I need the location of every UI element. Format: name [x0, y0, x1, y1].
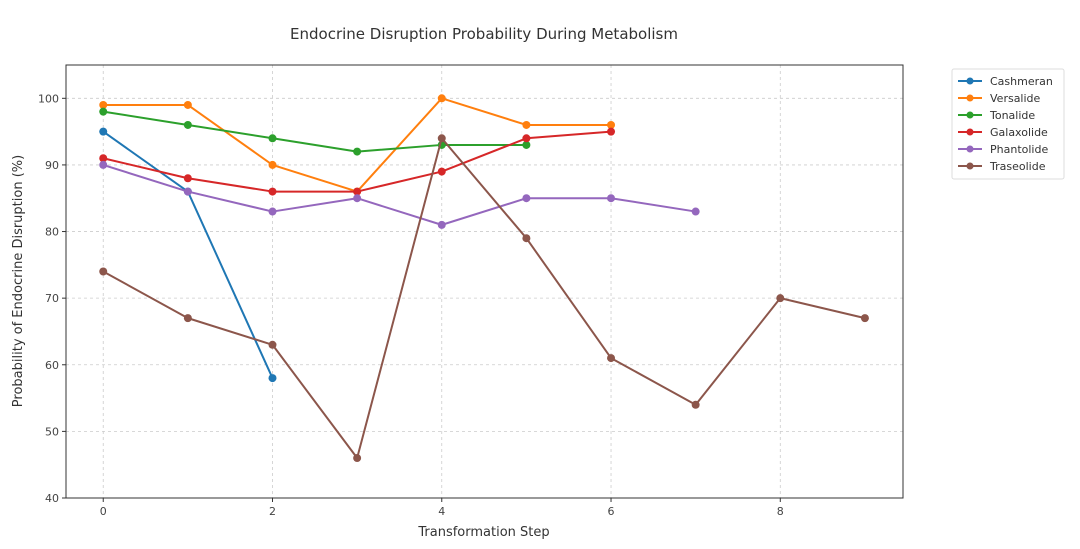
data-point: [776, 294, 785, 303]
data-point: [522, 134, 531, 143]
legend-item: Galaxolide: [958, 126, 1048, 139]
data-point: [183, 314, 192, 323]
data-point: [691, 207, 700, 216]
y-axis: 40 50 60 70 80 90 100: [38, 92, 66, 505]
legend-item: Versalide: [958, 92, 1041, 105]
series-line: [102, 130, 274, 379]
legend-marker: [966, 162, 974, 170]
data-point: [183, 100, 192, 109]
series-phantolide: [99, 160, 700, 229]
y-tick-label: 80: [45, 226, 59, 239]
legend-marker: [966, 94, 974, 102]
series-line: [102, 163, 696, 226]
legend-marker: [966, 111, 974, 119]
y-tick-label: 100: [38, 92, 59, 105]
data-point: [437, 134, 446, 143]
y-tick-label: 70: [45, 292, 59, 305]
data-point: [99, 107, 108, 116]
data-point: [691, 400, 700, 409]
series-line: [103, 110, 527, 153]
series-versalide: [99, 94, 616, 196]
data-point: [353, 147, 362, 156]
legend-label: Tonalide: [989, 109, 1035, 122]
data-point: [437, 94, 446, 103]
y-axis-label: Probability of Endocrine Disruption (%): [11, 155, 26, 407]
data-point: [183, 187, 192, 196]
data-point: [607, 194, 616, 203]
data-point: [99, 127, 108, 136]
series-cashmeran: [99, 127, 277, 383]
data-point: [607, 354, 616, 363]
series-line: [103, 130, 612, 193]
x-tick-label: 0: [100, 505, 107, 518]
data-point: [522, 140, 531, 149]
legend-marker: [966, 77, 974, 85]
legend-item: Phantolide: [958, 143, 1048, 156]
data-point: [268, 160, 277, 169]
data-point: [99, 100, 108, 109]
data-point: [353, 187, 362, 196]
series-line: [102, 137, 866, 460]
x-axis-label: Transformation Step: [417, 525, 549, 540]
x-axis: 0 2 4 6 8: [100, 498, 784, 518]
legend-label: Versalide: [990, 92, 1041, 105]
data-point: [353, 454, 362, 463]
data-point: [99, 267, 108, 276]
data-point: [268, 374, 277, 383]
data-point: [183, 174, 192, 183]
legend-item: Tonalide: [958, 109, 1035, 122]
series-tonalide: [99, 107, 531, 156]
data-point: [268, 134, 277, 143]
y-tick-label: 50: [45, 425, 59, 438]
x-tick-label: 2: [269, 505, 276, 518]
grid: [66, 65, 903, 499]
series-traseolide: [99, 134, 869, 463]
legend-label: Galaxolide: [990, 126, 1048, 139]
series-line: [103, 97, 612, 193]
x-tick-label: 6: [608, 505, 615, 518]
legend-label: Cashmeran: [990, 75, 1053, 88]
data-point: [268, 207, 277, 216]
data-point: [183, 120, 192, 129]
data-point: [860, 314, 869, 323]
data-point: [268, 187, 277, 196]
data-point: [437, 167, 446, 176]
series-galaxolide: [99, 127, 616, 196]
legend-label: Phantolide: [990, 143, 1048, 156]
data-point: [522, 194, 531, 203]
legend-marker: [966, 128, 974, 136]
data-point: [522, 234, 531, 243]
x-tick-label: 4: [438, 505, 445, 518]
data-point: [99, 154, 108, 163]
legend-item: Cashmeran: [958, 75, 1053, 88]
data-point: [99, 160, 108, 169]
legend-box: [951, 68, 1065, 180]
y-tick-label: 60: [45, 359, 59, 372]
series-layer: [99, 94, 869, 463]
data-point: [607, 120, 616, 129]
y-tick-label: 90: [45, 159, 59, 172]
chart-title: Endocrine Disruption Probability During …: [290, 25, 678, 43]
plot-frame: [65, 64, 904, 499]
y-tick-label: 40: [45, 492, 59, 505]
legend-marker: [966, 145, 974, 153]
data-point: [522, 120, 531, 129]
legend-item: Traseolide: [958, 160, 1046, 173]
data-point: [268, 340, 277, 349]
legend: Cashmeran Versalide Tonalide Galaxolide Phan…: [951, 68, 1065, 180]
legend-label: Traseolide: [989, 160, 1046, 173]
x-tick-label: 8: [777, 505, 784, 518]
data-point: [607, 127, 616, 136]
data-point: [353, 194, 362, 203]
data-point: [437, 220, 446, 229]
